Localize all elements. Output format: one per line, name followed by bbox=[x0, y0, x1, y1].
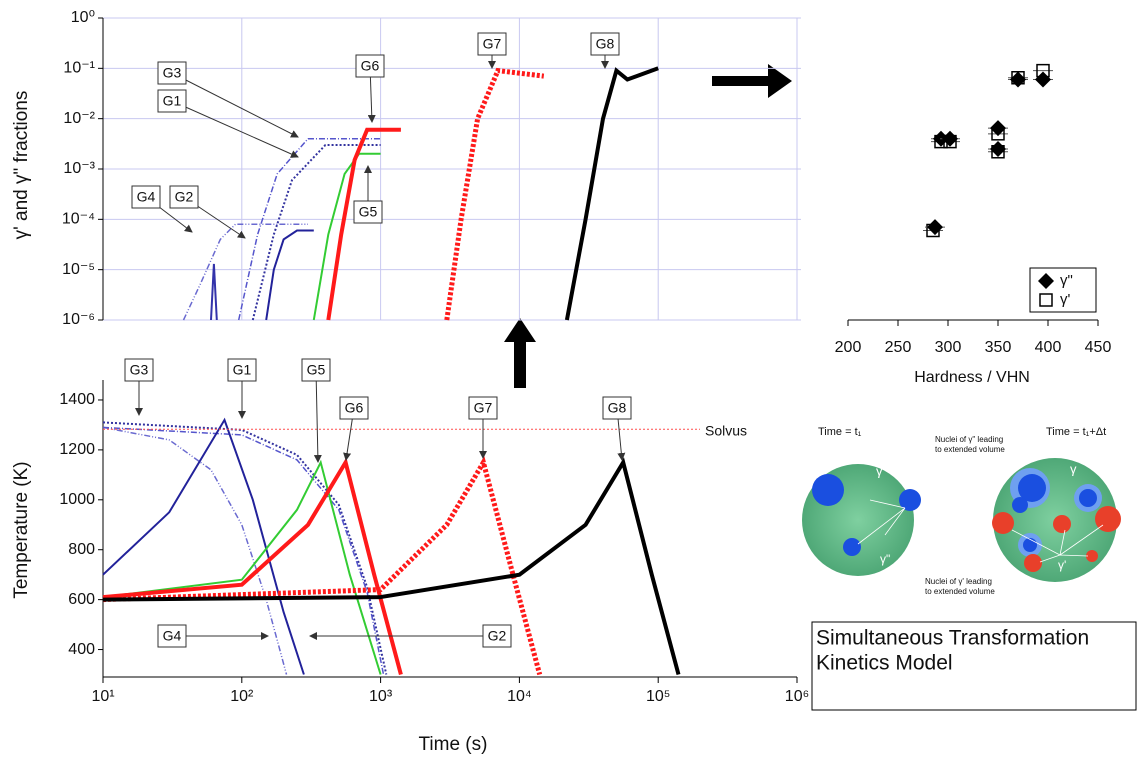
y-tick-label: 1000 bbox=[59, 491, 95, 508]
series-line bbox=[103, 462, 381, 674]
point bbox=[927, 219, 943, 235]
diagram-label: γ bbox=[876, 463, 883, 478]
nucleus bbox=[1024, 554, 1042, 572]
y-tick-label: 10⁻⁶ bbox=[62, 311, 95, 328]
y-tick-label: 1200 bbox=[59, 441, 95, 458]
annotation-arrow bbox=[172, 73, 298, 137]
x-tick-label: 250 bbox=[885, 339, 912, 356]
diagram-label: γ" bbox=[880, 552, 890, 566]
x-tick-label: 10³ bbox=[369, 688, 393, 705]
x-tick-label: 10⁴ bbox=[507, 688, 532, 705]
y-tick-label: 400 bbox=[68, 641, 95, 658]
diagram-note: to extended volume bbox=[925, 587, 995, 596]
annotation: G4 bbox=[163, 628, 182, 644]
nucleus bbox=[1012, 497, 1028, 513]
y-tick-label: 10⁻¹ bbox=[63, 60, 95, 77]
diagram-note: Nuclei of γ' leading bbox=[925, 577, 992, 586]
nucleus bbox=[1023, 538, 1037, 552]
diagram: Time = t₁ Time = t₁+Δt γ γ γ" γ' Nuclei … bbox=[802, 426, 1136, 710]
y-axis-title: Temperature (K) bbox=[11, 461, 32, 598]
annotation-arrow bbox=[316, 370, 318, 462]
annotation: G8 bbox=[608, 400, 627, 416]
annotation-arrow bbox=[172, 101, 298, 157]
y-tick-label: 10⁰ bbox=[71, 9, 95, 26]
arrow bbox=[712, 64, 792, 98]
x-axis-title: Time (s) bbox=[419, 734, 488, 755]
annotation: G8 bbox=[596, 36, 615, 52]
x-tick-label: 10¹ bbox=[91, 688, 114, 705]
x-tick-label: 400 bbox=[1035, 339, 1062, 356]
nucleus bbox=[1079, 489, 1097, 507]
y-tick-label: 1400 bbox=[59, 391, 95, 408]
series-line bbox=[266, 231, 314, 321]
annotation: G2 bbox=[175, 189, 194, 205]
series-line bbox=[184, 224, 309, 320]
legend-label: γ' bbox=[1060, 291, 1071, 308]
annotation: G3 bbox=[130, 362, 149, 378]
legend-label: γ" bbox=[1060, 272, 1073, 289]
annotation: G6 bbox=[361, 58, 380, 74]
series-line bbox=[314, 154, 381, 320]
x-tick-label: 10⁶ bbox=[785, 688, 809, 705]
annotation: G6 bbox=[345, 400, 364, 416]
annotation: G4 bbox=[137, 189, 156, 205]
annotation: G1 bbox=[233, 362, 252, 378]
y-tick-label: 10⁻² bbox=[63, 110, 95, 127]
annotation: G2 bbox=[488, 628, 507, 644]
page: γ' and γ" fractions Temperature (K) Time… bbox=[0, 0, 1139, 761]
nucleus bbox=[812, 474, 844, 506]
annotation: G3 bbox=[163, 65, 182, 81]
series-line bbox=[447, 71, 544, 320]
x-tick-label: 350 bbox=[985, 339, 1012, 356]
y-tick-label: 600 bbox=[68, 591, 95, 608]
nucleus bbox=[1053, 515, 1071, 533]
annotation: G7 bbox=[483, 36, 502, 52]
diagram-label: γ' bbox=[1058, 558, 1066, 572]
figure: γ' and γ" fractions Temperature (K) Time… bbox=[0, 0, 1139, 761]
y-tick-label: 10⁻⁴ bbox=[62, 211, 95, 228]
series-line bbox=[103, 427, 384, 674]
y-tick-label: 10⁻⁵ bbox=[62, 261, 95, 278]
annotation: G7 bbox=[474, 400, 493, 416]
series-line bbox=[103, 427, 287, 674]
arrow bbox=[504, 318, 536, 388]
annotation: G5 bbox=[359, 204, 378, 220]
annotation: Solvus bbox=[705, 423, 747, 439]
y-tick-label: 10⁻³ bbox=[63, 160, 95, 177]
x-tick-label: 300 bbox=[935, 339, 962, 356]
series-line bbox=[253, 145, 381, 320]
nucleus bbox=[843, 538, 861, 556]
diagram-label: Time = t₁ bbox=[818, 426, 862, 438]
x-tick-label: 10² bbox=[230, 688, 254, 705]
series-line bbox=[567, 68, 658, 320]
caption: Simultaneous Transformation bbox=[816, 627, 1089, 650]
diagram-note: Nuclei of γ" leading bbox=[935, 435, 1003, 444]
x-tick-label: 200 bbox=[835, 339, 862, 356]
diagram-label: γ bbox=[1070, 461, 1077, 476]
x-axis-title: Hardness / VHN bbox=[914, 369, 1030, 386]
x-tick-label: 10⁵ bbox=[646, 688, 670, 705]
x-tick-label: 450 bbox=[1085, 339, 1112, 356]
series-line bbox=[211, 264, 217, 320]
series-line bbox=[328, 130, 401, 320]
annotation: G1 bbox=[163, 93, 182, 109]
caption: Kinetics Model bbox=[816, 652, 953, 675]
diagram-note: to extended volume bbox=[935, 445, 1005, 454]
y-tick-label: 800 bbox=[68, 541, 95, 558]
annotation: G5 bbox=[307, 362, 326, 378]
nucleus bbox=[992, 512, 1014, 534]
diagram-label: Time = t₁+Δt bbox=[1046, 426, 1106, 438]
y-axis-title: γ' and γ" fractions bbox=[11, 91, 32, 240]
